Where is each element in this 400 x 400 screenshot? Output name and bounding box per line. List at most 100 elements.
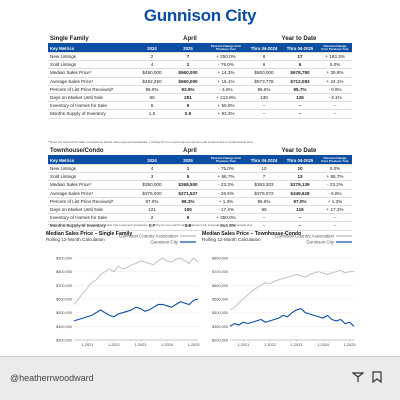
y-tick-label: $600,000 [56, 298, 72, 302]
table-cell: 126 [282, 93, 318, 103]
table-cell: Months Supply of Inventory [48, 109, 134, 119]
table-cell: Inventory of Homes for Sale [48, 213, 134, 223]
table-cell: New Listings [48, 52, 134, 62]
table-cell: -- [246, 213, 282, 223]
table-cell: Days on Market Until Sale [48, 93, 134, 103]
table-cell: 1 [170, 60, 206, 70]
table-cell: 10 [246, 164, 282, 174]
table-cell: 1 [170, 164, 206, 174]
table-cell: $363,303 [246, 180, 282, 190]
y-tick-label: $500,000 [56, 311, 72, 315]
share-icon[interactable] [352, 371, 364, 383]
y-tick-label: $800,000 [56, 270, 72, 274]
table-cell: $268,500 [170, 180, 206, 190]
table-cell: April [134, 146, 246, 156]
table-cell: -- [282, 213, 318, 223]
table-cell: + 350.0% [206, 213, 246, 223]
x-tick-label: 1-2021 [237, 343, 249, 347]
table-cell: 0.0% [318, 164, 353, 174]
table-cell: 95.8% [246, 197, 282, 206]
table-cell: -- [246, 101, 282, 111]
table-cell: $560,000 [170, 68, 206, 78]
table-cell: 2.9 [170, 221, 206, 231]
footer: @heatherrwoodward [0, 356, 400, 400]
table-cell: 7 [170, 52, 206, 62]
table-cell: Thru 04-2025 [282, 155, 318, 165]
account-handle[interactable]: @heatherrwoodward [10, 373, 94, 383]
table-cell: -- [318, 101, 353, 111]
table-cell: -- [282, 221, 318, 231]
table-cell: Percent Change from Previous Year [318, 43, 353, 53]
table-cell: + 314.3% [206, 221, 246, 231]
series-line [229, 307, 355, 327]
table-cell: + 1.3% [206, 197, 246, 206]
table-cell: Average Sales Price* [48, 77, 134, 86]
table-cell: 95.7% [282, 85, 318, 94]
x-tick-label: 1-2022 [264, 343, 276, 347]
table-cell: Single Family [48, 34, 134, 44]
table-cell: - 0.9% [318, 85, 353, 94]
table-cell: + 183.3% [318, 52, 353, 62]
bookmark-icon[interactable] [372, 371, 382, 383]
table-cell: 4 [134, 164, 170, 174]
table-cell: + 24.1% [318, 77, 353, 86]
table-cell: $678,750 [282, 68, 318, 78]
y-tick-label: $700,000 [56, 284, 72, 288]
table-cell: Thru 04-2024 [246, 43, 282, 53]
table-cell: + 14.3% [206, 68, 246, 78]
table-cell: Sold Listings [48, 60, 134, 70]
x-tick-label: 1-2025 [344, 343, 356, 347]
table-cell: 2 [134, 213, 170, 223]
table-cell: 98.3% [170, 197, 206, 206]
y-tick-label: $500,000 [212, 298, 228, 302]
table-cell: + 93.3% [206, 109, 246, 119]
table-cell: 2025 [170, 43, 206, 53]
table-cell: $375,000 [134, 189, 170, 198]
table-cell: - 6.8% [318, 189, 353, 198]
y-tick-label: $600,000 [212, 284, 228, 288]
table-cell: 97.0% [282, 197, 318, 206]
table-cell: $712,083 [282, 77, 318, 86]
table-cell: - 3.1% [318, 93, 353, 103]
table-cell: 2025 [170, 155, 206, 165]
table-cell: April [134, 34, 246, 44]
y-tick-label: $900,000 [56, 257, 72, 261]
table-cell: + 50.0% [206, 101, 246, 111]
y-tick-label: $200,000 [212, 339, 228, 343]
y-tick-label: $400,000 [212, 311, 228, 315]
table-cell: -- [282, 109, 318, 119]
chart-subtitle: Rolling 12-Month Calculation [202, 237, 261, 242]
table-cell: -- [282, 101, 318, 111]
table-cell: 0.0% [318, 60, 353, 70]
footnote: * Does not account for seller concession… [48, 140, 254, 144]
table-cell: -- [318, 109, 353, 119]
table-cell: 6 [282, 60, 318, 70]
table-cell: $490,000 [134, 68, 170, 78]
legend-label: Gunnison Country Association [275, 234, 334, 239]
legend-label: Gunnison City [306, 240, 334, 245]
table-cell: Key Metrics [48, 155, 134, 165]
table-cell: 3 [134, 172, 170, 182]
table-cell: 6 [246, 60, 282, 70]
table-cell: $500,000 [246, 68, 282, 78]
table-cell: $560,000 [170, 77, 206, 86]
table-cell: - 75.0% [206, 164, 246, 174]
x-tick-label: 1-2023 [291, 343, 303, 347]
table-cell: Year to Date [246, 34, 353, 44]
table-cell: 1.5 [134, 109, 170, 119]
table-cell: 116 [282, 205, 318, 215]
series-line [73, 298, 199, 322]
table-cell: -- [318, 221, 353, 231]
table-cell: Average Sales Price* [48, 189, 134, 198]
table-cell: + 1.3% [318, 197, 353, 206]
chart-title: Median Sales Price – Single Family [46, 231, 132, 237]
table-cell: - 23.2% [318, 180, 353, 190]
table-cell: 5 [170, 172, 206, 182]
table-cell: Year to Date [246, 146, 353, 156]
table-cell: $349,628 [282, 189, 318, 198]
table-cell: Townhouse/Condo [48, 146, 134, 156]
table-cell: Thru 04-2024 [246, 155, 282, 165]
table-cell: $375,072 [246, 189, 282, 198]
table-cell: Median Sales Price* [48, 68, 134, 78]
